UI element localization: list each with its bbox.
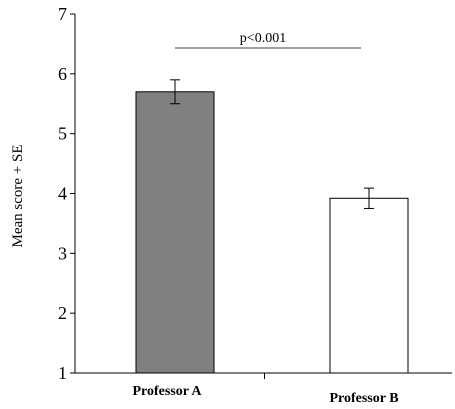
y-tick-label: 5	[58, 124, 67, 144]
y-tick-label: 6	[58, 64, 67, 84]
category-labels: Professor A Professor B	[132, 384, 398, 406]
significance-label: p<0.001	[240, 31, 286, 46]
y-axis-ticks: 1 2 3 4 5 6 7	[58, 4, 75, 383]
category-label: Professor B	[329, 391, 398, 406]
category-label: Professor A	[132, 384, 202, 399]
y-tick-label: 2	[58, 303, 67, 323]
bars	[135, 79, 409, 374]
bar-professor-a	[135, 91, 215, 374]
y-tick-label: 3	[58, 243, 67, 263]
y-axis-label: Mean score + SE	[10, 144, 26, 247]
y-tick-label: 1	[58, 363, 67, 383]
y-axis-label-text: Mean score + SE	[10, 144, 26, 247]
bar-professor-b	[329, 197, 409, 374]
y-tick-label: 7	[58, 4, 67, 24]
y-tick-label: 4	[58, 184, 67, 204]
